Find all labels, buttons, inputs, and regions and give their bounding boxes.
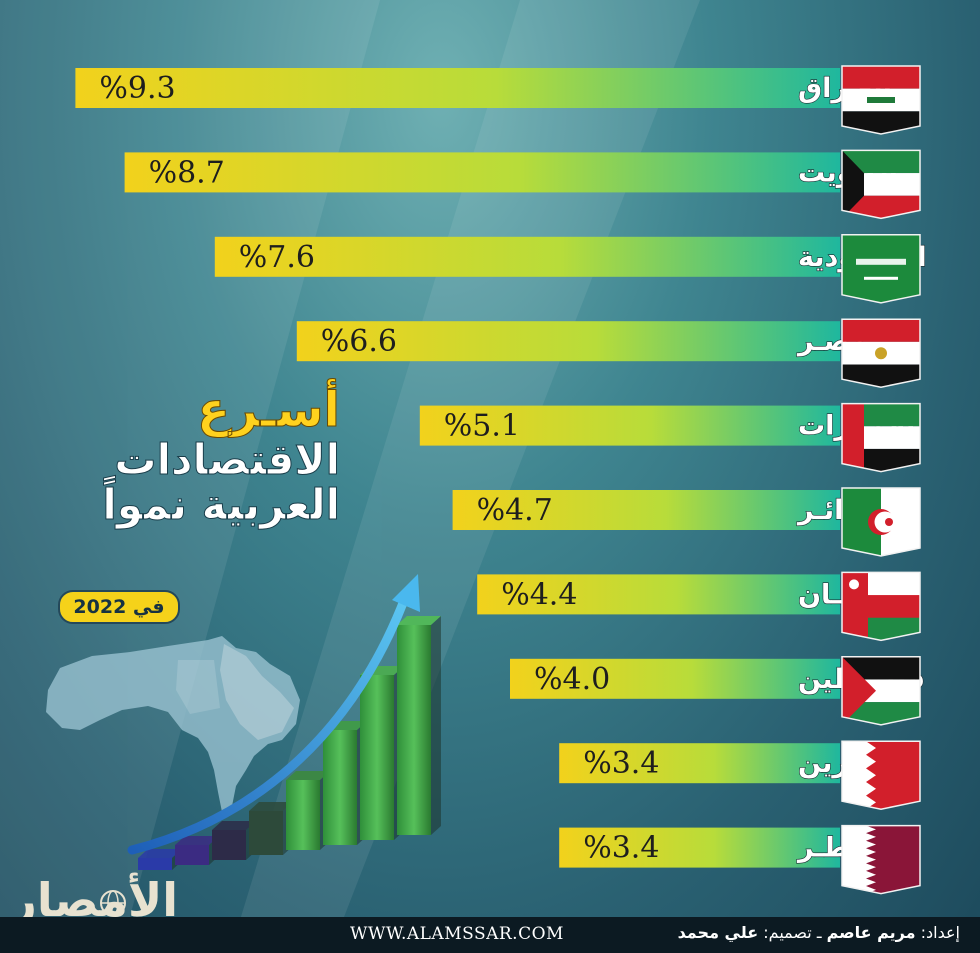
qatar-flag	[841, 824, 921, 895]
kuwait-flag	[841, 149, 921, 220]
bar	[559, 743, 840, 784]
design-name: علي محمد	[677, 923, 759, 942]
footer-bar: WWW.ALAMSSAR.COM إعداد: مريم عاصم ـ تصمي…	[0, 917, 980, 953]
credits: إعداد: مريم عاصم ـ تصميم: علي محمد	[677, 923, 960, 942]
value-label: %4.0	[534, 662, 610, 697]
chart-title: أسـرع الاقتصادات العربية نمواً	[20, 382, 341, 530]
bar-row: الجزائـر%4.7	[452, 487, 921, 557]
bar	[559, 827, 840, 868]
bar	[452, 490, 840, 530]
arab-map-icon	[46, 636, 300, 812]
bar-chart: العـراق%9.3 الكـويت%8.7 السعـودية%7.6 مصـر%…	[75, 65, 927, 895]
value-label: %5.1	[444, 409, 520, 444]
bar	[75, 68, 840, 108]
bar-row: مصـر%6.6	[296, 318, 921, 388]
oman-flag	[841, 571, 921, 642]
value-label: %4.7	[477, 493, 553, 528]
growth-bar	[286, 771, 330, 850]
bar	[296, 321, 840, 362]
bar	[419, 405, 840, 446]
title-line-1: أسـرع	[197, 382, 341, 438]
value-label: %6.6	[321, 324, 397, 359]
saudi-flag	[841, 234, 921, 304]
value-label: %9.3	[99, 71, 175, 106]
title-line-2: الاقتصادات	[114, 434, 341, 484]
bar-row: السعـودية%7.6	[214, 234, 927, 304]
globe-icon	[100, 890, 126, 916]
bar-row: البحـرين%3.4	[559, 740, 921, 810]
website-url[interactable]: WWW.ALAMSSAR.COM	[350, 924, 564, 944]
bar-row: الكـويت%8.7	[124, 149, 921, 220]
bar-row: فلسـطين%4.0	[510, 656, 926, 726]
bar-row: عمـان%4.4	[477, 571, 921, 642]
algeria-flag	[841, 487, 921, 557]
value-label: %8.7	[149, 155, 225, 190]
year-badge: في 2022	[58, 590, 180, 624]
prepared-name: مريم عاصم	[826, 923, 916, 942]
prepared-label: إعداد:	[920, 923, 960, 942]
value-label: %4.4	[501, 577, 577, 612]
value-label: %3.4	[583, 831, 659, 866]
bar-row: العـراق%9.3	[75, 65, 921, 135]
iraq-flag	[841, 65, 921, 135]
bar	[124, 152, 841, 193]
bar	[214, 236, 841, 277]
palestine-flag	[841, 656, 921, 726]
bar	[510, 658, 840, 699]
value-label: %7.6	[239, 240, 315, 275]
bar-row: قطـر%3.4	[559, 824, 921, 895]
egypt-flag	[841, 318, 921, 388]
design-label: تصميم:	[763, 923, 812, 942]
growth-bar	[397, 616, 441, 835]
growth-arrow-icon	[127, 574, 420, 855]
uae-flag	[841, 402, 921, 473]
bar-row: الإمـارات%5.1	[419, 402, 921, 473]
value-label: %3.4	[583, 746, 659, 781]
bar	[477, 574, 840, 615]
bahrain-flag	[841, 740, 921, 810]
title-line-3: العربية نمواً	[102, 480, 341, 530]
